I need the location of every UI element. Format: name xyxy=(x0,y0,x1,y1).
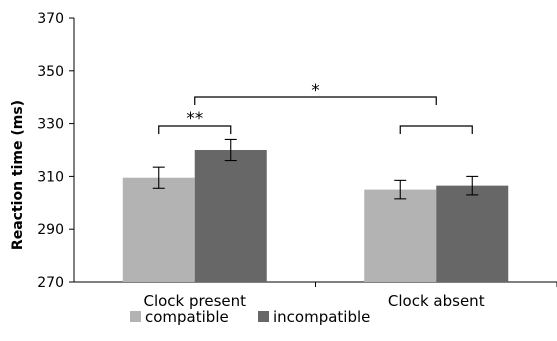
legend-label: compatible xyxy=(145,308,229,326)
legend: compatible incompatible xyxy=(130,308,370,326)
y-tick-label: 310 xyxy=(37,169,64,185)
bar-incompatible-0 xyxy=(194,150,267,282)
x-category-label: Clock present xyxy=(143,292,246,310)
bars xyxy=(122,150,509,282)
x-category-label: Clock absent xyxy=(388,292,485,310)
significance-bracket xyxy=(194,96,437,105)
y-axis-title: Reaction time (ms) xyxy=(10,100,26,250)
legend-swatch-incompatible xyxy=(258,311,269,322)
y-tick-label: 370 xyxy=(37,11,64,27)
significance-brackets: *** xyxy=(158,81,473,134)
y-tick-label: 290 xyxy=(37,222,64,238)
bar-compatible-1 xyxy=(364,189,437,282)
bar-incompatible-1 xyxy=(436,185,509,282)
y-tick-label: 270 xyxy=(37,275,64,291)
significance-label: ** xyxy=(186,109,203,129)
legend-label: incompatible xyxy=(273,308,370,326)
legend-swatch-compatible xyxy=(130,311,141,322)
significance-label: * xyxy=(311,81,320,101)
error-bars xyxy=(152,138,479,200)
significance-bracket xyxy=(399,125,473,134)
y-tick-label: 330 xyxy=(37,117,64,133)
bar-compatible-0 xyxy=(122,177,195,282)
y-tick-label: 350 xyxy=(37,64,64,80)
significance-bracket xyxy=(158,125,232,134)
axes: 270 290 310 330 350 370 Clock present Clock abs… xyxy=(37,11,557,310)
